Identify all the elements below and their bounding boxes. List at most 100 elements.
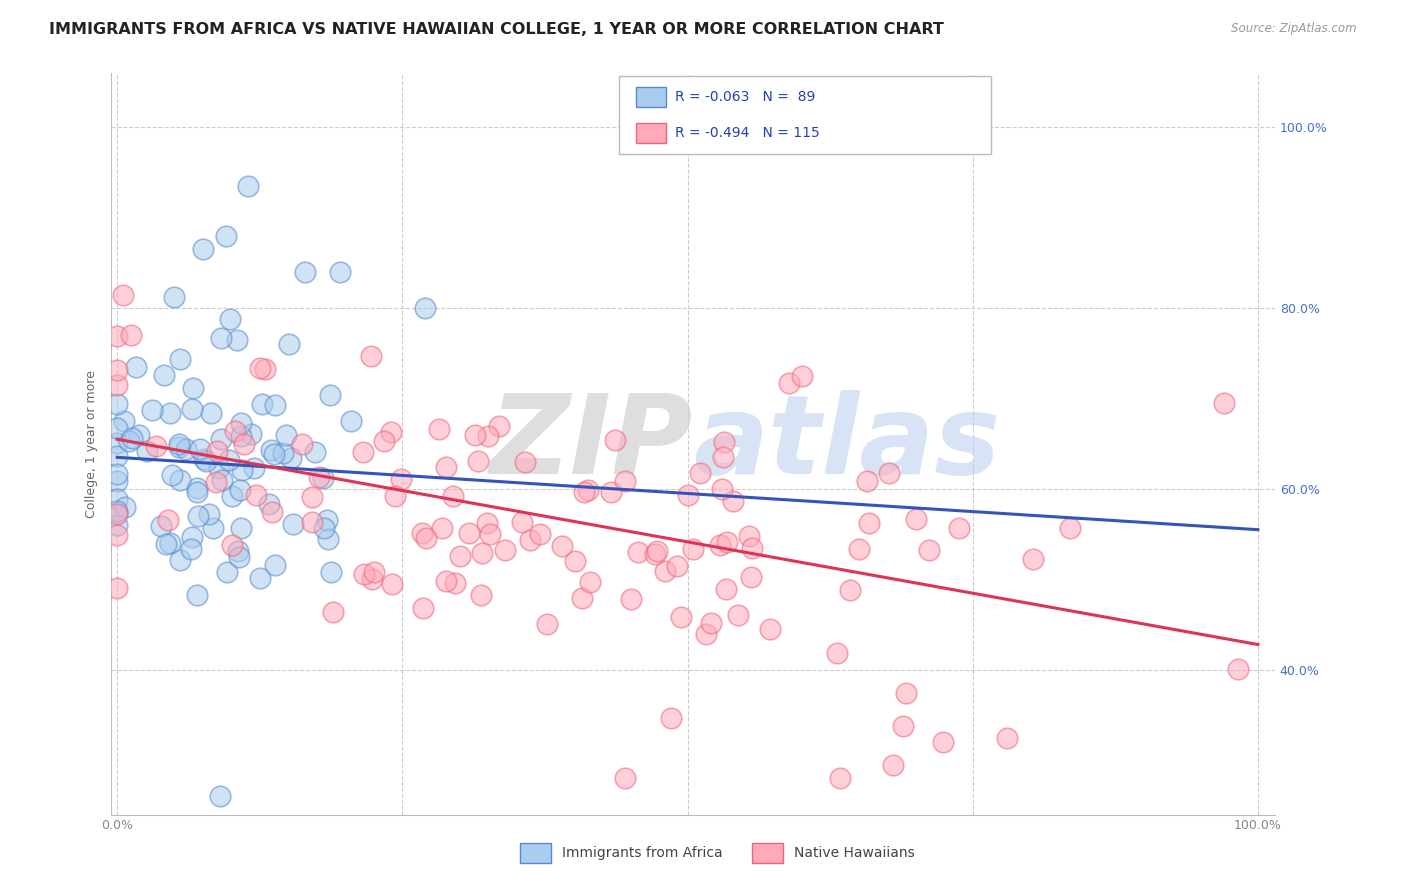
Text: Native Hawaiians: Native Hawaiians bbox=[794, 846, 915, 860]
Point bbox=[948, 521, 970, 535]
Point bbox=[494, 543, 516, 558]
Point bbox=[264, 398, 287, 412]
Point bbox=[316, 513, 339, 527]
Point bbox=[186, 484, 208, 499]
Point bbox=[208, 789, 231, 804]
Point bbox=[281, 516, 304, 531]
Point bbox=[277, 337, 299, 351]
Point bbox=[243, 461, 266, 475]
Point bbox=[162, 467, 184, 482]
Point bbox=[353, 567, 375, 582]
Point bbox=[240, 426, 263, 441]
Point bbox=[112, 414, 135, 428]
Point bbox=[716, 535, 738, 549]
Point bbox=[159, 406, 181, 420]
Point bbox=[471, 546, 494, 560]
Point bbox=[529, 527, 551, 541]
Point bbox=[211, 473, 233, 487]
Point bbox=[512, 515, 534, 529]
Point bbox=[790, 368, 813, 383]
Point bbox=[156, 513, 179, 527]
Point bbox=[257, 497, 280, 511]
Point bbox=[1059, 521, 1081, 535]
Point bbox=[169, 553, 191, 567]
Point bbox=[738, 529, 761, 543]
Point bbox=[449, 549, 471, 563]
Point bbox=[827, 647, 849, 661]
Point bbox=[135, 443, 157, 458]
Point bbox=[1021, 552, 1043, 566]
Point bbox=[180, 541, 202, 556]
Point bbox=[118, 434, 141, 448]
Point bbox=[280, 451, 302, 466]
Point bbox=[470, 588, 492, 602]
Point bbox=[839, 583, 862, 598]
Text: Source: ZipAtlas.com: Source: ZipAtlas.com bbox=[1232, 22, 1357, 36]
Point bbox=[644, 547, 666, 561]
Point bbox=[678, 488, 700, 502]
Point bbox=[340, 414, 363, 428]
Point bbox=[778, 376, 800, 390]
Point bbox=[905, 512, 928, 526]
Point bbox=[384, 489, 406, 503]
Point bbox=[682, 541, 704, 556]
Point bbox=[190, 442, 212, 456]
Point bbox=[432, 521, 454, 535]
Point bbox=[373, 434, 395, 448]
Point bbox=[574, 485, 596, 500]
Point bbox=[381, 576, 404, 591]
Point bbox=[479, 527, 502, 541]
Point bbox=[352, 444, 374, 458]
Point bbox=[319, 387, 342, 401]
Point bbox=[759, 622, 782, 636]
Point bbox=[427, 422, 450, 436]
Point bbox=[576, 483, 599, 497]
Point bbox=[276, 428, 298, 442]
Point bbox=[169, 473, 191, 487]
Point bbox=[434, 574, 457, 588]
Point bbox=[363, 566, 385, 580]
Point bbox=[187, 509, 209, 524]
Point bbox=[202, 521, 225, 535]
Point bbox=[361, 572, 384, 586]
Point bbox=[312, 521, 335, 535]
Point bbox=[214, 228, 236, 243]
Point bbox=[149, 518, 172, 533]
Point bbox=[380, 425, 402, 439]
Point bbox=[600, 485, 623, 500]
Point bbox=[163, 290, 186, 304]
Text: ZIP: ZIP bbox=[489, 391, 693, 497]
Point bbox=[105, 397, 128, 411]
Point bbox=[145, 439, 167, 453]
Point bbox=[105, 475, 128, 489]
Point bbox=[181, 381, 204, 395]
Point bbox=[174, 442, 197, 457]
Point bbox=[226, 333, 249, 347]
Point bbox=[229, 429, 252, 443]
Point bbox=[215, 565, 238, 579]
Point bbox=[105, 507, 128, 521]
Point bbox=[932, 735, 955, 749]
Point bbox=[716, 582, 738, 596]
Point bbox=[224, 424, 246, 438]
Point bbox=[669, 610, 692, 624]
Point bbox=[186, 588, 208, 602]
Point bbox=[713, 434, 735, 449]
Point bbox=[571, 591, 593, 606]
Point bbox=[111, 287, 134, 301]
Point bbox=[198, 508, 221, 522]
Point bbox=[711, 450, 734, 465]
Point bbox=[250, 396, 273, 410]
Point bbox=[249, 360, 271, 375]
Point bbox=[209, 432, 232, 446]
Point bbox=[221, 538, 243, 552]
Point bbox=[114, 500, 136, 515]
Point bbox=[245, 488, 267, 502]
Point bbox=[228, 550, 250, 565]
Point bbox=[415, 531, 437, 545]
Point bbox=[167, 437, 190, 451]
Point bbox=[727, 607, 749, 622]
Point bbox=[221, 489, 243, 503]
Point bbox=[191, 243, 214, 257]
Point bbox=[105, 506, 128, 520]
